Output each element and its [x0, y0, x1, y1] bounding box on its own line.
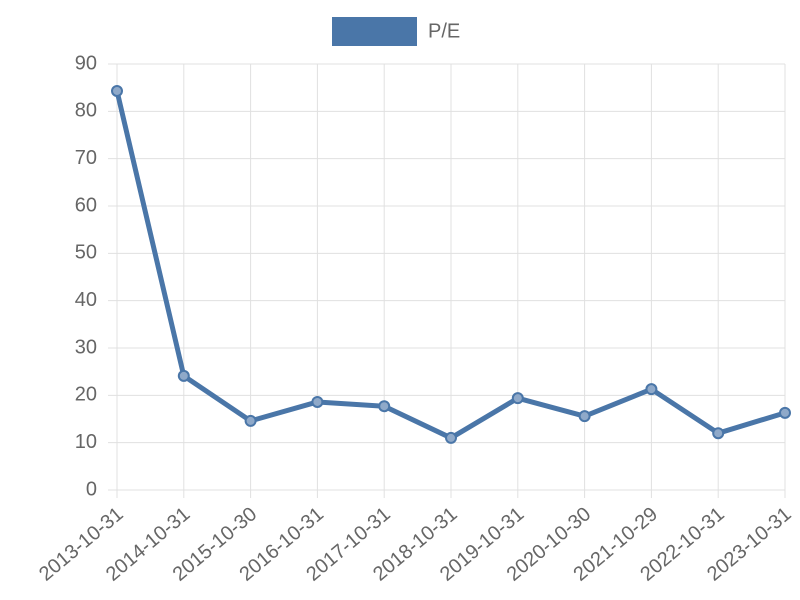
data-point: [578, 410, 591, 423]
legend-swatch: [332, 17, 417, 46]
data-point: [177, 369, 190, 382]
legend-label: P/E: [428, 20, 460, 42]
y-tick-label: 40: [75, 289, 97, 311]
data-point: [779, 406, 791, 419]
data-point: [378, 400, 391, 413]
y-tick-label: 60: [75, 194, 97, 216]
data-point: [645, 383, 658, 396]
data-point: [111, 84, 123, 97]
data-point: [511, 392, 524, 405]
data-point: [311, 395, 324, 408]
y-tick-label: 30: [75, 336, 97, 358]
y-tick-label: 50: [75, 242, 97, 264]
y-tick-label: 20: [75, 384, 97, 406]
y-tick-label: 0: [86, 478, 97, 500]
y-tick-label: 90: [75, 52, 97, 74]
data-point: [712, 427, 725, 440]
data-point: [445, 431, 457, 444]
y-tick-label: 80: [75, 100, 97, 122]
y-tick-label: 10: [75, 431, 97, 453]
data-point: [244, 414, 257, 427]
y-tick-label: 70: [75, 147, 97, 169]
